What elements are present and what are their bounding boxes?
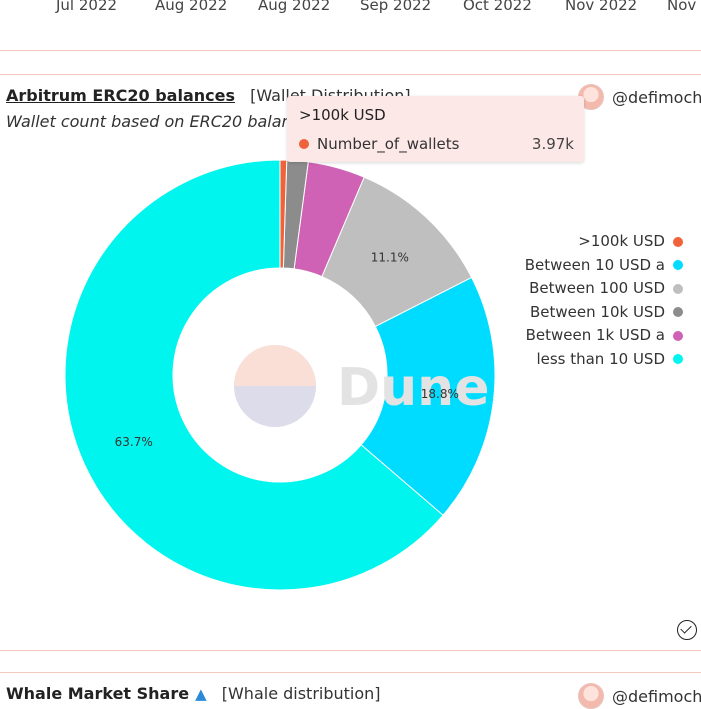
x-tick-label: Aug 2022 (258, 0, 331, 14)
legend-color-dot (673, 236, 683, 247)
legend-label: Between 100 USD (529, 279, 665, 297)
tooltip-series-name: Number_of_wallets (317, 135, 460, 153)
x-tick-label: Sep 2022 (360, 0, 432, 14)
author-name: @defimochi (612, 686, 701, 706)
donut-slice[interactable] (360, 276, 496, 516)
legend-item[interactable]: Between 1k USD a (525, 324, 683, 348)
legend-label: >100k USD (578, 232, 665, 250)
legend-label: less than 10 USD (536, 349, 665, 368)
whale-icon: ▲ (195, 685, 207, 703)
dune-watermark: Dune (234, 345, 489, 427)
avatar (578, 683, 604, 709)
tooltip-title: >100k USD (299, 106, 386, 124)
author-link[interactable]: @defimochi (578, 683, 701, 709)
legend-color-dot (673, 283, 683, 294)
donut-chart: Dune 63.7% 18.8% 11.1% (64, 159, 496, 591)
watermark-logo-top (234, 345, 316, 386)
x-tick-label: Oct 2022 (463, 0, 532, 14)
legend-color-dot (673, 307, 683, 317)
tooltip-series-dot (299, 139, 309, 149)
legend-label: Between 10 USD a (524, 255, 665, 274)
chart-tooltip: >100k USD Number_of_wallets 3.97k (287, 96, 584, 162)
tooltip-value: 3.97k (531, 135, 574, 153)
legend-color-dot (673, 354, 683, 364)
slice-percent-label: 63.7% (115, 435, 153, 449)
chart-legend: >100k USD Between 10 USD a Between 100 USD… (525, 230, 683, 371)
legend-item[interactable]: Between 10 USD a (525, 254, 683, 278)
time-axis-strip: Jul 2022 Aug 2022 Aug 2022 Sep 2022 Oct … (0, 0, 701, 51)
watermark-text: Dune (337, 358, 489, 418)
tooltip-row: Number_of_wallets 3.97k (299, 135, 574, 153)
legend-item[interactable]: Between 100 USD (525, 277, 683, 301)
legend-color-dot (673, 260, 683, 270)
donut-slice[interactable] (279, 159, 288, 269)
legend-label: Between 1k USD a (525, 326, 665, 344)
legend-label: Between 10k USD (530, 302, 665, 321)
legend-color-dot (673, 330, 683, 341)
author-name: @defimochi (612, 87, 701, 107)
x-tick-label: Nov 2 (667, 0, 701, 14)
panel2-title[interactable]: Whale Market Share (6, 684, 190, 703)
slice-percent-label: 11.1% (371, 250, 409, 264)
legend-item[interactable]: >100k USD (525, 230, 683, 254)
slice-percent-label: 18.8% (421, 387, 459, 401)
x-tick-label: Jul 2022 (56, 0, 118, 14)
x-tick-label: Nov 2022 (565, 0, 638, 14)
panel-subtitle: Wallet count based on ERC20 balance (6, 112, 311, 131)
legend-item[interactable]: Between 10k USD (525, 301, 683, 325)
panel2-title-row: Whale Market Share ▲ [Whale distribution] (6, 684, 381, 703)
check-circle-icon[interactable] (677, 620, 697, 640)
panel-title[interactable]: Arbitrum ERC20 balances (6, 86, 235, 105)
x-tick-label: Aug 2022 (155, 0, 228, 14)
panel-divider (0, 672, 701, 673)
panel2-tag: [Whale distribution] (221, 684, 381, 703)
donut-slice[interactable] (64, 159, 444, 591)
legend-item[interactable]: less than 10 USD (525, 348, 683, 372)
